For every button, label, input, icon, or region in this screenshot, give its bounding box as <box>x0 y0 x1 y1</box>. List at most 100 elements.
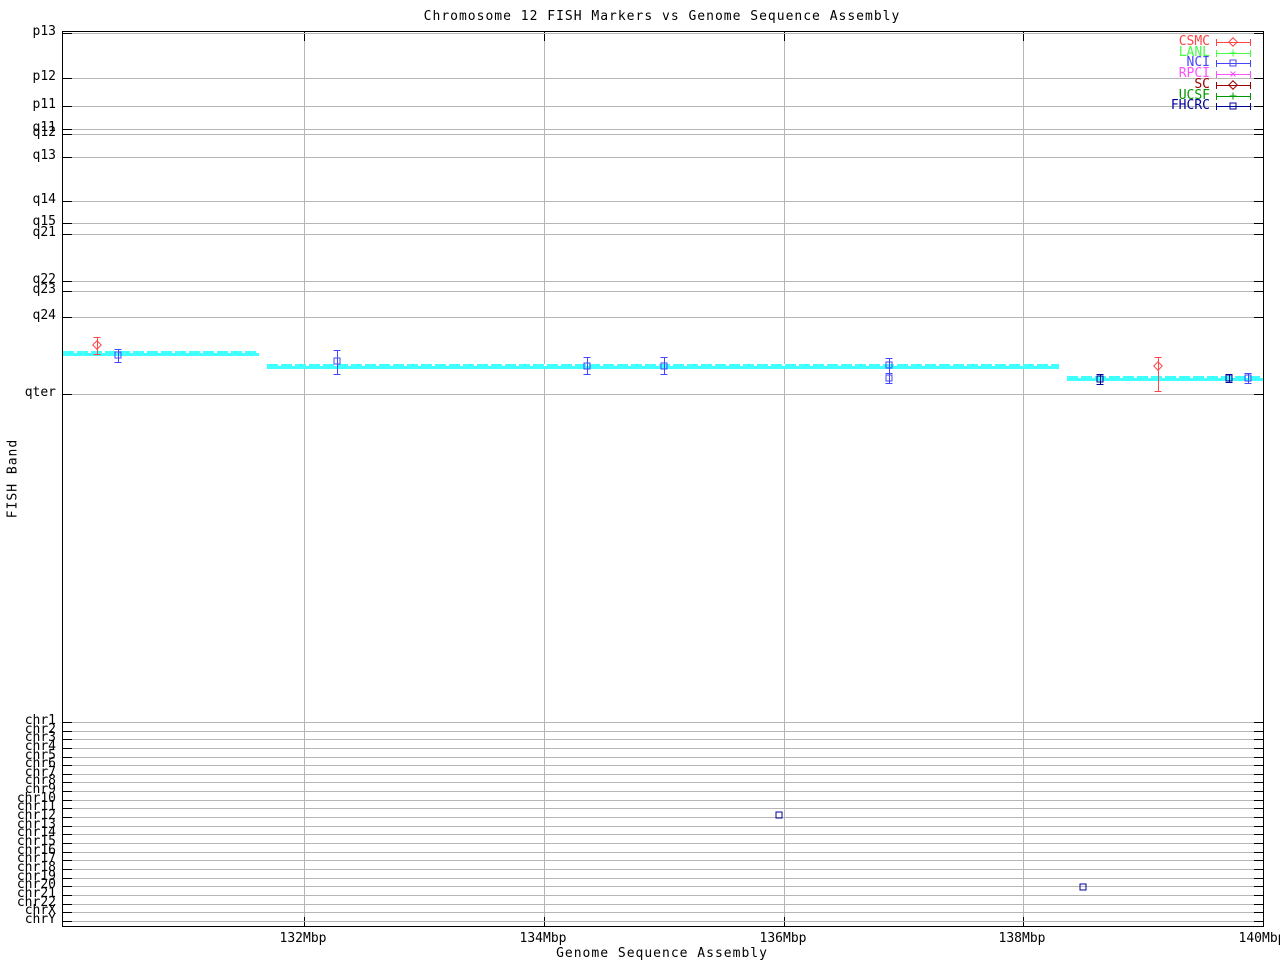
y-gridline <box>63 774 1263 775</box>
errorbar-cap-top <box>114 349 122 350</box>
y-tick-right <box>1254 748 1263 749</box>
y-tick-left <box>63 921 72 922</box>
y-tick-label: chr13 <box>16 817 56 832</box>
y-tick-right <box>1254 904 1263 905</box>
y-tick-left <box>63 234 72 235</box>
y-tick-right <box>1254 808 1263 809</box>
y-tick-label: chr14 <box>16 825 56 840</box>
y-tick-label: chr12 <box>16 808 56 823</box>
x-gridline <box>544 32 545 926</box>
y-tick-label: q13 <box>32 148 56 163</box>
x-gridline <box>784 32 785 926</box>
y-tick-right <box>1254 782 1263 783</box>
legend-label-fhcrc: FHCRC <box>1170 98 1210 113</box>
y-gridline <box>63 808 1263 809</box>
y-tick-right <box>1254 774 1263 775</box>
y-tick-right <box>1254 860 1263 861</box>
errorbar-line <box>337 350 338 374</box>
x-tick-label: 136Mbp <box>759 931 807 946</box>
y-tick-right <box>1254 106 1263 107</box>
y-tick-left <box>63 757 72 758</box>
errorbar-cap-bottom <box>1225 382 1233 383</box>
x-tick-top <box>304 32 305 41</box>
y-tick-label: q22 <box>32 272 56 287</box>
y-tick-label: qter <box>24 385 56 400</box>
y-tick-label: chr1 <box>24 713 56 728</box>
errorbar-line <box>1248 373 1249 383</box>
errorbar-line <box>118 349 119 362</box>
y-tick-label: p13 <box>32 24 56 39</box>
y-tick-right <box>1254 843 1263 844</box>
y-tick-right <box>1254 757 1263 758</box>
y-tick-left <box>63 878 72 879</box>
legend-sample-line <box>1216 63 1251 64</box>
y-tick-left <box>63 722 72 723</box>
errorbar-cap-top <box>885 373 893 374</box>
errorbar-line <box>1100 374 1101 384</box>
y-tick-label: chr4 <box>24 739 56 754</box>
legend-label-csmc: CSMC <box>1178 34 1210 49</box>
y-tick-left <box>63 826 72 827</box>
legend-sample-cap <box>1250 93 1251 100</box>
x-axis-title: Genome Sequence Assembly <box>556 946 768 960</box>
y-tick-label: chr8 <box>24 773 56 788</box>
y-tick-left <box>63 157 72 158</box>
y-gridline <box>63 826 1263 827</box>
y-tick-label: chrX <box>24 903 56 918</box>
y-tick-right <box>1254 281 1263 282</box>
y-tick-label: chr22 <box>16 895 56 910</box>
errorbar-cap-top <box>1096 374 1104 375</box>
legend-sample-line <box>1216 53 1251 54</box>
y-tick-right <box>1254 852 1263 853</box>
y-tick-left <box>63 774 72 775</box>
y-tick-left <box>63 739 72 740</box>
y-tick-label: chr20 <box>16 877 56 892</box>
errorbar-cap-top <box>1154 357 1162 358</box>
marker-square <box>660 362 668 370</box>
y-tick-right <box>1254 317 1263 318</box>
y-gridline <box>63 921 1263 922</box>
errorbar-line <box>1229 374 1230 382</box>
x-tick-top <box>784 32 785 41</box>
y-tick-left <box>63 886 72 887</box>
assembly-segment <box>63 351 259 356</box>
x-tick-top <box>544 32 545 41</box>
y-tick-label: chr9 <box>24 782 56 797</box>
y-tick-label: q12 <box>32 125 56 140</box>
y-tick-right <box>1254 157 1263 158</box>
assembly-segment <box>1067 376 1263 381</box>
y-tick-label: p12 <box>32 69 56 84</box>
y-tick-left <box>63 912 72 913</box>
y-tick-left <box>63 129 72 130</box>
y-tick-left <box>63 834 72 835</box>
y-gridline <box>63 869 1263 870</box>
errorbar-cap-bottom <box>333 374 341 375</box>
y-tick-left <box>63 748 72 749</box>
y-tick-label: chr16 <box>16 843 56 858</box>
y-tick-left <box>63 281 72 282</box>
y-gridline <box>63 291 1263 292</box>
y-gridline <box>63 843 1263 844</box>
errorbar-cap-top <box>583 357 591 358</box>
y-tick-left <box>63 765 72 766</box>
y-tick-right <box>1254 33 1263 34</box>
y-gridline <box>63 748 1263 749</box>
y-tick-right <box>1254 134 1263 135</box>
legend-sample-cap <box>1250 82 1251 89</box>
y-tick-label: q24 <box>32 308 56 323</box>
y-gridline <box>63 782 1263 783</box>
errorbar-cap-bottom <box>1154 391 1162 392</box>
y-tick-right <box>1254 394 1263 395</box>
y-tick-label: chr21 <box>16 886 56 901</box>
y-tick-label: chrY <box>24 912 56 927</box>
marker-square <box>114 351 122 359</box>
y-tick-left <box>63 800 72 801</box>
y-tick-right <box>1254 223 1263 224</box>
y-gridline <box>63 904 1263 905</box>
marker-square <box>333 357 341 365</box>
y-tick-right <box>1254 912 1263 913</box>
legend-sample-cap <box>1216 93 1217 100</box>
legend-sample-cap <box>1250 60 1251 67</box>
